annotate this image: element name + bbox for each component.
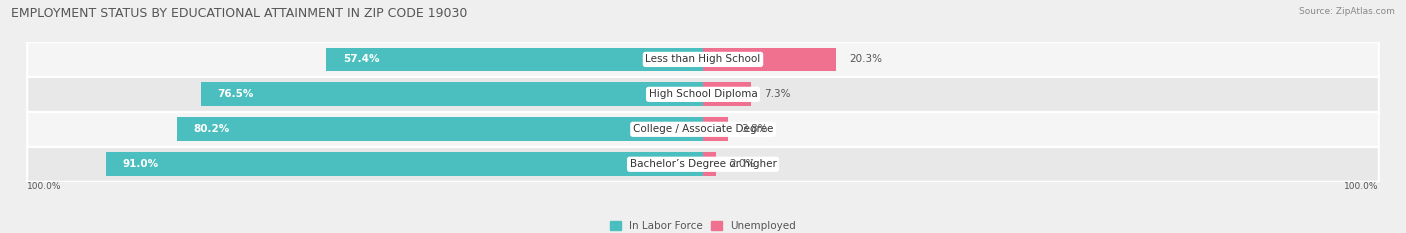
Bar [326,48,703,71]
Text: 7.3%: 7.3% [763,89,790,99]
Bar [703,152,716,176]
Text: 100.0%: 100.0% [1344,182,1379,192]
Text: 80.2%: 80.2% [193,124,229,134]
Text: Bachelor’s Degree or higher: Bachelor’s Degree or higher [630,159,776,169]
FancyBboxPatch shape [27,42,1379,77]
Bar [703,117,728,141]
Text: 76.5%: 76.5% [218,89,254,99]
Bar [201,82,703,106]
Legend: In Labor Force, Unemployed: In Labor Force, Unemployed [606,217,800,233]
Bar [703,82,751,106]
Text: 20.3%: 20.3% [849,55,883,64]
Bar [177,117,703,141]
Text: 2.0%: 2.0% [730,159,755,169]
Text: Less than High School: Less than High School [645,55,761,64]
Bar [703,48,837,71]
FancyBboxPatch shape [27,77,1379,112]
Text: 100.0%: 100.0% [27,182,62,192]
Text: College / Associate Degree: College / Associate Degree [633,124,773,134]
Text: EMPLOYMENT STATUS BY EDUCATIONAL ATTAINMENT IN ZIP CODE 19030: EMPLOYMENT STATUS BY EDUCATIONAL ATTAINM… [11,7,468,20]
FancyBboxPatch shape [27,147,1379,182]
Text: 91.0%: 91.0% [122,159,159,169]
FancyBboxPatch shape [27,112,1379,147]
Text: 3.8%: 3.8% [741,124,768,134]
Text: High School Diploma: High School Diploma [648,89,758,99]
Text: 57.4%: 57.4% [343,55,380,64]
Text: Source: ZipAtlas.com: Source: ZipAtlas.com [1299,7,1395,16]
Bar [105,152,703,176]
